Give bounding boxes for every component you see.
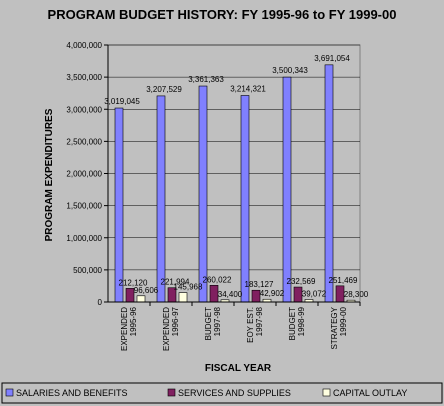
data-label: 3,019,045 — [104, 97, 140, 106]
x-category-label: EOY EST. 1997-98 — [246, 306, 264, 342]
y-tick-label: 500,000 — [73, 266, 102, 275]
data-label: 212,120 — [119, 278, 148, 287]
data-label: 34,400 — [218, 290, 243, 299]
x-category-line: 1996-97 — [171, 306, 180, 336]
x-category-line: BUDGET — [288, 307, 297, 340]
x-category-label: BUDGET 1997-98 — [204, 306, 222, 340]
legend-swatch — [167, 388, 176, 397]
data-label: 42,902 — [260, 289, 285, 298]
data-label: 3,214,321 — [230, 84, 266, 93]
data-label: 3,361,363 — [188, 75, 224, 84]
x-category-label: STRATEGY 1999-00 — [330, 306, 348, 349]
x-category-label: EXPENDED 1995-96 — [120, 306, 138, 351]
data-label: 183,127 — [245, 280, 274, 289]
legend-label: SERVICES AND SUPPLIES — [178, 388, 291, 398]
data-label: 232,569 — [287, 277, 316, 286]
data-label: 260,022 — [203, 275, 232, 284]
y-tick-label: 2,000,000 — [66, 170, 102, 179]
legend-label: CAPITAL OUTLAY — [333, 388, 407, 398]
legend-swatch — [322, 388, 331, 397]
x-category-line: STRATEGY — [330, 306, 339, 349]
bar-salaries-and-benefits — [156, 95, 166, 303]
data-label: 221,994 — [161, 278, 190, 287]
bar-salaries-and-benefits — [198, 85, 208, 303]
x-category-line: BUDGET — [204, 307, 213, 340]
x-category-label: BUDGET 1998-99 — [288, 306, 306, 340]
legend-box — [1, 382, 443, 404]
x-categories: EXPENDED 1995-96 EXPENDED 1996-97 BUDGET 1997… — [120, 302, 361, 351]
y-tick-label: 1,500,000 — [66, 202, 102, 211]
data-label: 3,500,343 — [272, 66, 308, 75]
y-axis-label: PROGRAM EXPENDITURES — [44, 108, 55, 241]
data-label: 145,968 — [174, 283, 203, 292]
data-label: 28,300 — [344, 290, 369, 299]
data-label: 3,691,054 — [314, 54, 350, 63]
chart-title: PROGRAM BUDGET HISTORY: FY 1995-96 to FY… — [48, 7, 397, 22]
y-tick-label: 4,000,000 — [66, 41, 102, 50]
y-tick-label: 0 — [98, 298, 103, 307]
data-labels: 3,019,045 3,207,529 3,361,363 3,214,321 3,50… — [104, 54, 369, 299]
legend-swatch — [5, 388, 14, 397]
x-category-line: EXPENDED — [120, 307, 129, 351]
x-category-line: 1999-00 — [339, 306, 348, 336]
x-category-line: 1995-96 — [129, 306, 138, 336]
data-label: 96,606 — [134, 286, 159, 295]
y-tick-label: 3,500,000 — [66, 73, 102, 82]
x-category-label: EXPENDED 1996-97 — [162, 306, 180, 351]
data-label: 39,072 — [302, 289, 327, 298]
legend-label: SALARIES AND BENEFITS — [16, 388, 128, 398]
x-category-line: 1997-98 — [255, 306, 264, 336]
bar-capital-outlay — [136, 295, 146, 303]
bar-salaries-and-benefits — [324, 64, 334, 303]
y-tick-label: 2,500,000 — [66, 137, 102, 146]
x-category-line: EXPENDED — [162, 307, 171, 351]
data-label: 251,469 — [329, 276, 358, 285]
bar-salaries-and-benefits — [114, 107, 124, 303]
x-category-line: 1998-99 — [297, 306, 306, 336]
legend: SALARIES AND BENEFITS SERVICES AND SUPPLI… — [1, 382, 443, 404]
grid-lines — [108, 44, 360, 271]
x-axis-label: FISCAL YEAR — [205, 363, 272, 374]
y-tick-label: 1,000,000 — [66, 234, 102, 243]
bar-salaries-and-benefits — [282, 76, 292, 303]
bar-capital-outlay — [178, 292, 188, 303]
y-tick-label: 3,000,000 — [66, 105, 102, 114]
bar-salaries-and-benefits — [240, 95, 250, 303]
x-category-line: 1997-98 — [213, 306, 222, 336]
data-label: 3,207,529 — [146, 85, 182, 94]
x-category-line: EOY EST. — [246, 307, 255, 343]
y-ticks: 0 500,000 1,000,000 1,500,000 2,000,000 2,500… — [66, 41, 360, 307]
